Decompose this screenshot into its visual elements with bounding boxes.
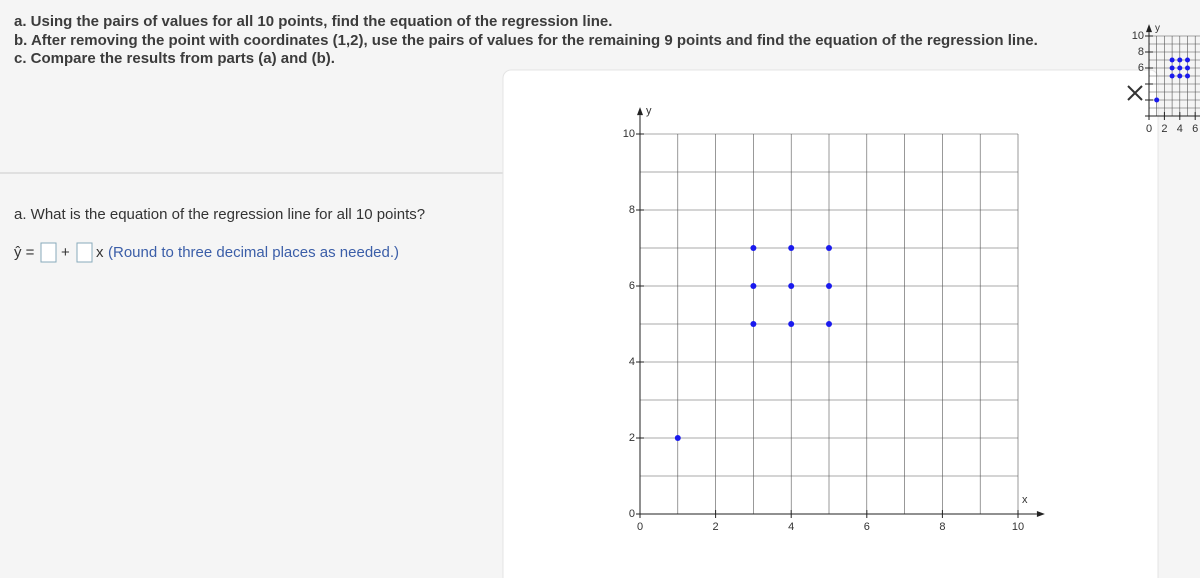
- point: [674, 435, 681, 441]
- point: [826, 245, 832, 251]
- point: [1177, 57, 1183, 63]
- point: [1177, 73, 1183, 79]
- point: [1154, 97, 1160, 103]
- rounding-note: (Round to three decimal places as needed…: [108, 244, 399, 261]
- y-tick-label: 6: [1138, 62, 1144, 74]
- point: [750, 283, 757, 289]
- question-line: b. After removing the point with coordin…: [14, 32, 1038, 49]
- x-tick-label: 8: [939, 521, 945, 533]
- point: [788, 245, 795, 251]
- x-tick-label: 2: [713, 521, 719, 533]
- x-tick-label: 0: [637, 521, 643, 533]
- part-a-prompt: a. What is the equation of the regressio…: [14, 206, 425, 223]
- y-tick-label: 8: [629, 204, 635, 216]
- x-tick-label: 4: [1177, 123, 1183, 135]
- y-hat: ŷ =: [14, 244, 35, 261]
- x-tick-label: 6: [864, 521, 870, 533]
- point: [1177, 65, 1183, 71]
- x-tick-label: 6: [1192, 123, 1198, 135]
- point: [1169, 57, 1175, 63]
- x-tick-label: 10: [1012, 521, 1024, 533]
- x-tick-label: 4: [788, 521, 794, 533]
- x-tick-label: 2: [1161, 123, 1167, 135]
- y-tick-label: 6: [629, 280, 635, 292]
- y-tick-label: 2: [629, 432, 635, 444]
- point: [1169, 73, 1175, 79]
- point: [750, 245, 757, 251]
- arrow: [1146, 24, 1152, 33]
- thumbnail[interactable]: y02468106810: [1132, 23, 1200, 135]
- plus: +: [61, 244, 70, 261]
- point: [1185, 57, 1190, 63]
- x-axis-label: x: [1022, 494, 1028, 506]
- point: [1185, 73, 1190, 79]
- question-line: c. Compare the results from parts (a) an…: [14, 50, 335, 67]
- point: [1169, 65, 1175, 71]
- point: [826, 321, 832, 327]
- point: [788, 321, 795, 327]
- arrow: [637, 107, 643, 116]
- answer-box[interactable]: [76, 242, 93, 263]
- close-button[interactable]: [1127, 85, 1143, 101]
- y-tick-label: 4: [629, 356, 635, 368]
- y-tick-label: 8: [1138, 46, 1144, 58]
- graph: y x 0 2 4 6 8 10 0 2 4 6 8 10: [623, 105, 1045, 533]
- answer-box[interactable]: [40, 242, 57, 263]
- question-line: a. Using the pairs of values for all 10 …: [14, 13, 612, 30]
- x-tick-label: 0: [1146, 123, 1152, 135]
- y-axis-label: y: [1155, 23, 1160, 34]
- y-tick-label: 0: [629, 508, 635, 520]
- point: [750, 321, 757, 327]
- point: [826, 283, 832, 289]
- point: [1185, 65, 1190, 71]
- y-axis-label: y: [646, 105, 652, 117]
- y-tick-label: 10: [1132, 30, 1144, 42]
- y-tick-label: 10: [623, 128, 635, 140]
- point: [788, 283, 795, 289]
- x-var: x: [96, 244, 104, 261]
- arrow: [1036, 511, 1045, 517]
